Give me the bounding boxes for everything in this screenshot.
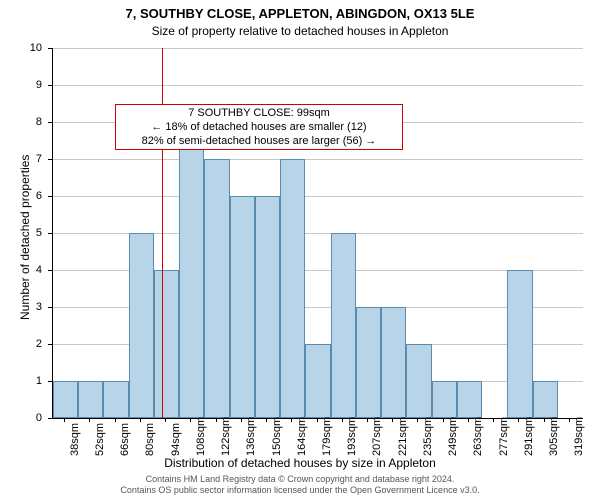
bar xyxy=(154,270,179,418)
plot-area: 7 SOUTHBY CLOSE: 99sqm ← 18% of detached… xyxy=(52,48,583,419)
x-axis-label: Distribution of detached houses by size … xyxy=(0,456,600,470)
x-tick-label: 150sqm xyxy=(271,417,283,456)
x-tick-label: 193sqm xyxy=(346,417,358,456)
bar xyxy=(230,196,255,418)
bar xyxy=(432,381,457,418)
y-tick-label: 3 xyxy=(36,301,42,313)
footer-attribution: Contains HM Land Registry data © Crown c… xyxy=(0,474,600,496)
y-tick-label: 8 xyxy=(36,116,42,128)
x-tick-label: 263sqm xyxy=(472,417,484,456)
x-tick-label: 38sqm xyxy=(69,423,81,456)
x-tick-label: 179sqm xyxy=(321,417,333,456)
callout-line2: ← 18% of detached houses are smaller (12… xyxy=(120,121,398,135)
y-tick-label: 1 xyxy=(36,375,42,387)
chart-title-line2: Size of property relative to detached ho… xyxy=(0,24,600,38)
x-tick-label: 207sqm xyxy=(371,417,383,456)
bar xyxy=(53,381,78,418)
x-tick-label: 235sqm xyxy=(422,417,434,456)
bar xyxy=(103,381,128,418)
y-tick-label: 0 xyxy=(36,412,42,424)
callout-box: 7 SOUTHBY CLOSE: 99sqm ← 18% of detached… xyxy=(115,104,403,150)
y-tick-label: 6 xyxy=(36,190,42,202)
x-tick-label: 136sqm xyxy=(245,417,257,456)
x-tick-label: 94sqm xyxy=(170,423,182,456)
bar xyxy=(78,381,103,418)
bar xyxy=(406,344,431,418)
x-tick-label: 221sqm xyxy=(397,417,409,456)
x-tick-label: 80sqm xyxy=(144,423,156,456)
y-tick-label: 10 xyxy=(30,42,42,54)
x-tick-label: 122sqm xyxy=(220,417,232,456)
x-tick-label: 108sqm xyxy=(195,417,207,456)
y-tick-label: 4 xyxy=(36,264,42,276)
callout-line3: 82% of semi-detached houses are larger (… xyxy=(120,135,398,149)
bar xyxy=(280,159,305,418)
x-tick-label: 249sqm xyxy=(447,417,459,456)
callout-line1: 7 SOUTHBY CLOSE: 99sqm xyxy=(120,107,398,121)
bar xyxy=(255,196,280,418)
bar xyxy=(356,307,381,418)
x-tick-label: 277sqm xyxy=(498,417,510,456)
footer-line2: Contains OS public sector information li… xyxy=(0,485,600,496)
x-tick-label: 319sqm xyxy=(573,417,585,456)
y-tick-label: 7 xyxy=(36,153,42,165)
x-tick-label: 164sqm xyxy=(296,417,308,456)
x-tick-label: 52sqm xyxy=(94,423,106,456)
x-tick-label: 305sqm xyxy=(548,417,560,456)
footer-line1: Contains HM Land Registry data © Crown c… xyxy=(0,474,600,485)
bar xyxy=(179,122,204,418)
x-tick-label: 66sqm xyxy=(119,423,131,456)
chart-container: 7, SOUTHBY CLOSE, APPLETON, ABINGDON, OX… xyxy=(0,0,600,500)
y-axis-ticks: 012345678910 xyxy=(0,48,48,418)
x-tick-label: 291sqm xyxy=(523,417,535,456)
bar xyxy=(129,233,154,418)
chart-title-line1: 7, SOUTHBY CLOSE, APPLETON, ABINGDON, OX… xyxy=(0,6,600,21)
bar xyxy=(507,270,532,418)
bar xyxy=(204,159,229,418)
bar xyxy=(533,381,558,418)
bar xyxy=(305,344,330,418)
bar xyxy=(457,381,482,418)
bar xyxy=(331,233,356,418)
y-tick-label: 9 xyxy=(36,79,42,91)
x-axis-ticks: 38sqm 52sqm 66sqm 80sqm 94sqm 108sqm 122sqm 136… xyxy=(52,420,582,460)
bar xyxy=(381,307,406,418)
y-tick-label: 2 xyxy=(36,338,42,350)
y-tick-label: 5 xyxy=(36,227,42,239)
